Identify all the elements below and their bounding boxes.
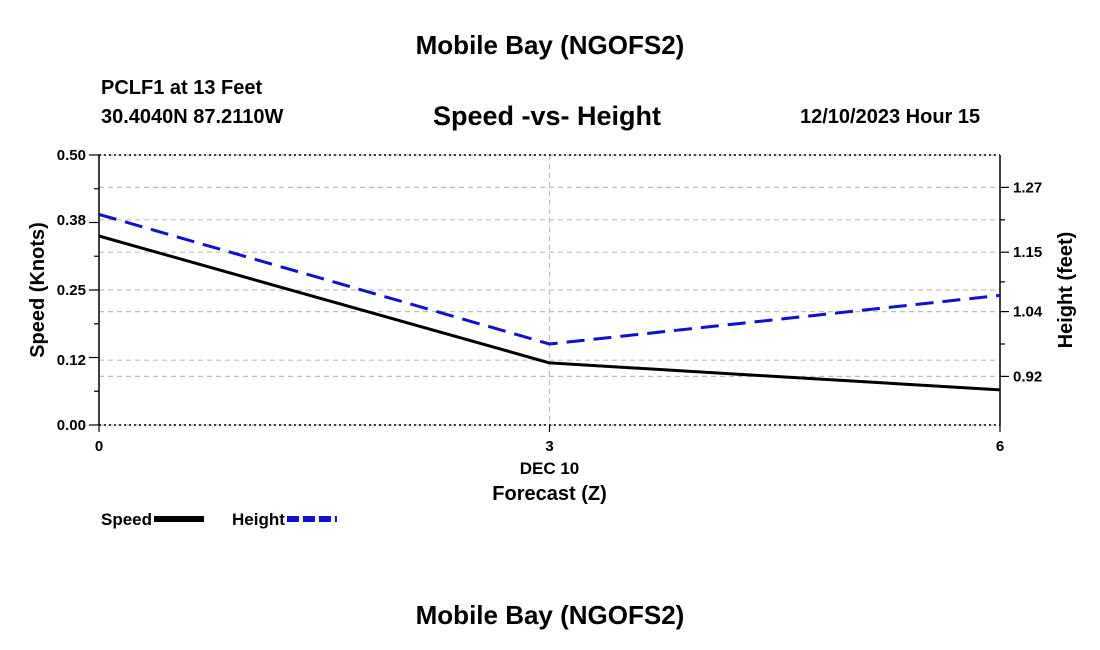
left-axis-tick-label-4: 0.50: [57, 147, 86, 164]
forecast-timestamp: 12/10/2023 Hour 15: [800, 106, 981, 128]
left-axis-tick-label-0: 0.00: [57, 417, 86, 434]
chart-subtitle: Speed -vs- Height: [433, 101, 662, 131]
right-axis-tick-label-3: 1.27: [1013, 179, 1042, 196]
series-line-height: [98, 212, 1001, 346]
chart-title-repeat: Mobile Bay (NGOFS2): [415, 600, 685, 630]
right-axis-title: Height (feet): [1055, 232, 1077, 349]
legend-label-height: Height: [232, 510, 285, 529]
series-line-speed: [98, 234, 1001, 392]
left-axis-tick-label-1: 0.12: [57, 352, 86, 369]
legend-label-speed: Speed: [101, 510, 152, 529]
station-label: PCLF1 at 13 Feet: [101, 77, 263, 99]
x-axis-tick-label-2: 6: [996, 438, 1004, 455]
x-axis-date-label: DEC 10: [520, 459, 580, 478]
station-coordinates: 30.4040N 87.2110W: [101, 106, 284, 128]
x-axis-title: Forecast (Z): [492, 483, 606, 505]
chart-title: Mobile Bay (NGOFS2): [415, 30, 685, 60]
left-axis-tick-label-3: 0.38: [57, 212, 86, 229]
x-axis-tick-label-0: 0: [95, 438, 103, 455]
chart-plot: 0.00 0.12 0.25 0.38 0.50 0.92 1.04 1.15 1.27 0 3 6 D…: [27, 147, 1077, 529]
x-axis-tick-label-1: 3: [545, 438, 553, 455]
right-axis-tick-label-0: 0.92: [1013, 368, 1042, 385]
left-axis-tick-label-2: 0.25: [57, 282, 86, 299]
right-axis-tick-label-1: 1.04: [1013, 304, 1043, 321]
right-axis-tick-label-2: 1.15: [1013, 244, 1042, 261]
left-axis-title: Speed (Knots): [27, 222, 49, 358]
